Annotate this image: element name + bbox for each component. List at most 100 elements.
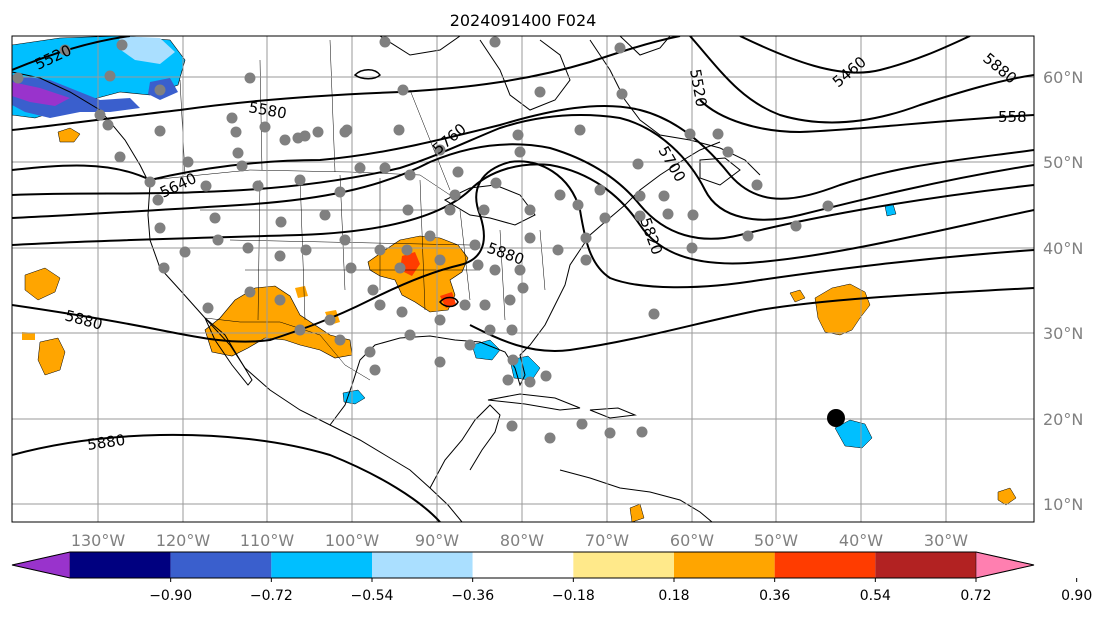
station-dot — [374, 299, 386, 311]
colorbar-extend-high — [975, 551, 1035, 579]
contour-5520-west — [12, 36, 131, 71]
lat-label: 20°N — [1043, 410, 1083, 429]
colorbar-tick-label: −0.36 — [451, 588, 494, 604]
coast-yucatan — [429, 404, 501, 489]
station-dot — [614, 42, 626, 54]
colorbar-segment — [170, 552, 272, 578]
station-dot — [114, 151, 126, 163]
station-dot — [554, 189, 566, 201]
station-dot — [544, 432, 556, 444]
colorbar — [11, 551, 1035, 579]
colorbar-segment — [271, 552, 372, 578]
station-dot — [404, 169, 416, 181]
lat-label: 10°N — [1043, 495, 1083, 514]
coast-greenland — [619, 36, 671, 56]
station-dot — [179, 246, 191, 258]
contour-label: 5880 — [86, 431, 126, 454]
station-dot — [182, 156, 194, 168]
station-dot — [312, 126, 324, 138]
station-dot — [116, 39, 128, 51]
station-dot — [152, 194, 164, 206]
shade-region-gulf — [471, 339, 501, 361]
station-dot — [751, 179, 763, 191]
shade-region-central — [367, 235, 469, 313]
station-dot — [379, 36, 391, 48]
station-dot — [275, 216, 287, 228]
station-dot — [472, 259, 484, 271]
shade-region-alaska-light — [118, 36, 175, 64]
shade-spot-pacific2 — [37, 337, 66, 376]
shade-region-atlantic-blue — [834, 419, 873, 449]
station-dot — [434, 144, 446, 156]
station-dot — [580, 232, 592, 244]
contour-5460 — [739, 36, 971, 74]
station-dot — [274, 294, 286, 306]
lat-label: 40°N — [1043, 239, 1083, 258]
lon-label: 50°W — [754, 531, 798, 550]
station-dot — [393, 124, 405, 136]
station-dot — [158, 262, 170, 274]
storm-marker — [827, 409, 845, 427]
station-dot — [324, 314, 336, 326]
station-dot — [341, 124, 353, 136]
lat-label: 50°N — [1043, 153, 1083, 172]
station-dot — [364, 346, 376, 358]
station-dot — [394, 262, 406, 274]
colorbar-tick-label: −0.54 — [351, 588, 394, 604]
station-dot — [534, 86, 546, 98]
station-dot — [401, 244, 413, 256]
station-dot — [484, 324, 496, 336]
station-dot — [379, 162, 391, 174]
station-dot — [478, 204, 490, 216]
station-dot — [232, 147, 244, 159]
station-dot — [209, 212, 221, 224]
station-dot — [822, 200, 834, 212]
station-dot — [202, 302, 214, 314]
station-dot — [604, 427, 616, 439]
contour-5760 — [12, 143, 1034, 240]
shade-region-atlantic — [814, 283, 871, 336]
lon-label: 60°W — [670, 531, 714, 550]
colorbar-tick-label: 0.18 — [658, 588, 689, 604]
station-dot — [434, 356, 446, 368]
station-dot — [104, 70, 116, 82]
station-dot — [396, 306, 408, 318]
station-dot — [504, 294, 516, 306]
station-dot — [790, 220, 802, 232]
station-dot — [580, 254, 592, 266]
station-dot — [479, 299, 491, 311]
station-dot — [102, 119, 114, 131]
station-dot — [299, 130, 311, 142]
station-dot — [632, 158, 644, 170]
station-dot — [722, 146, 734, 158]
station-dot — [274, 250, 286, 262]
border-us-canada — [149, 169, 451, 196]
map-title: 2024091400 F024 — [450, 11, 597, 30]
colorbar-outline — [11, 551, 1035, 579]
station-dot — [712, 128, 724, 140]
colorbar-segment — [674, 552, 775, 578]
station-dot — [512, 129, 524, 141]
station-dot — [397, 84, 409, 96]
shade-spot-atlantic3 — [997, 487, 1017, 506]
station-dot — [524, 232, 536, 244]
coast-newfoundland — [699, 157, 741, 186]
lon-label: 100°W — [325, 531, 380, 550]
station-dot — [434, 314, 446, 326]
contour-label: 558 — [998, 108, 1027, 126]
station-dot — [524, 376, 536, 388]
station-dot — [594, 184, 606, 196]
station-dot — [244, 72, 256, 84]
contour-closed-small — [353, 69, 381, 80]
station-dot — [489, 36, 501, 48]
station-dot — [319, 209, 331, 221]
station-dot — [507, 354, 519, 366]
station-dot — [404, 329, 416, 341]
station-dot — [242, 242, 254, 254]
station-dot — [506, 324, 518, 336]
colorbar-tick-label: 0.54 — [860, 588, 891, 604]
map-frame — [11, 35, 1035, 523]
station-dot — [369, 364, 381, 376]
station-dot — [294, 174, 306, 186]
